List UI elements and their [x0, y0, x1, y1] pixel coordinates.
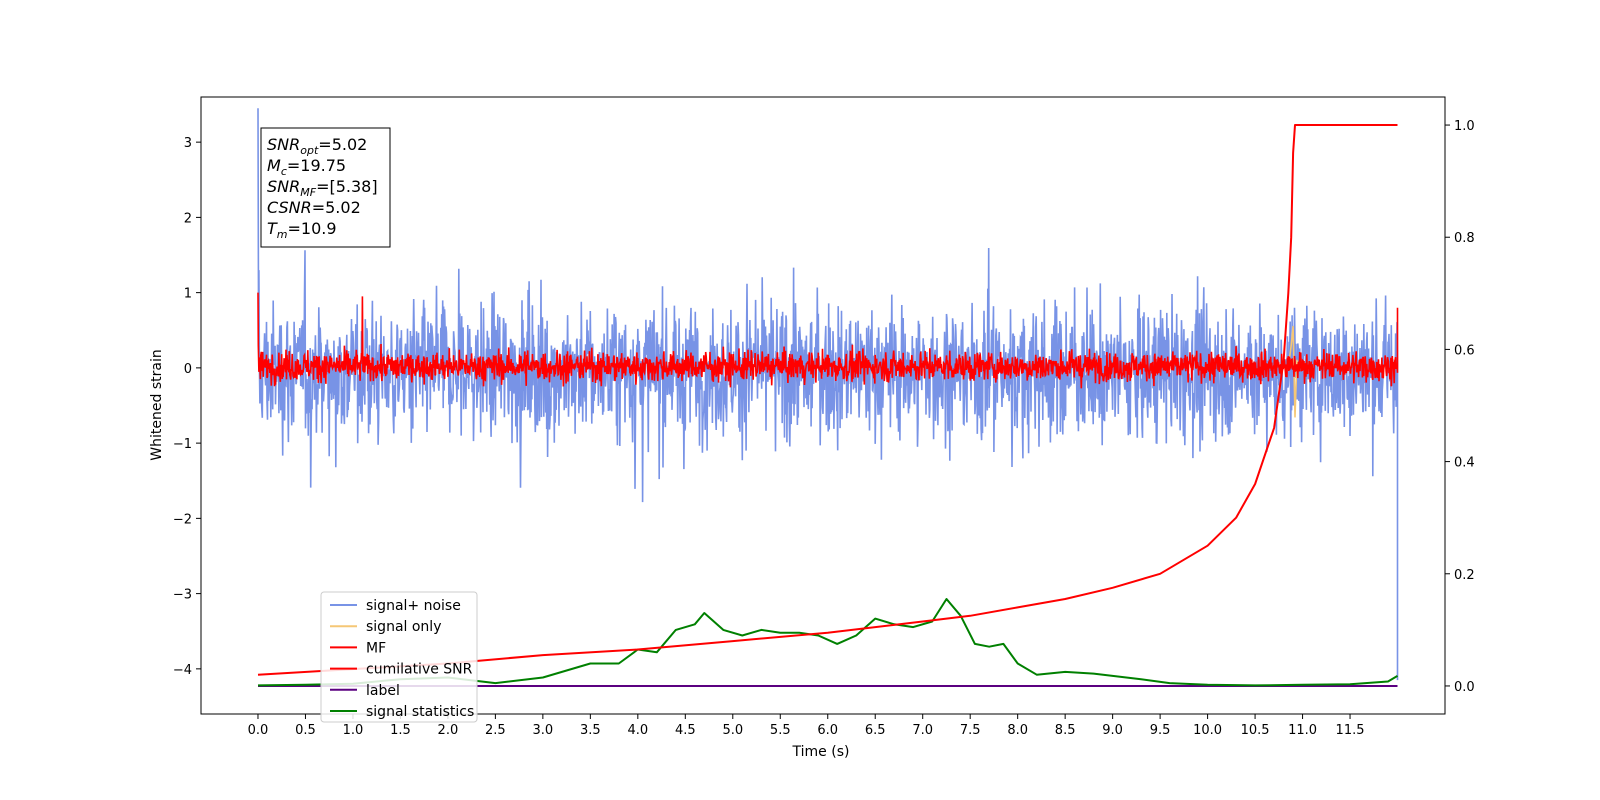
info-lines: SNRopt=5.02Mc=19.75SNRMF=[5.38]CSNR=5.02…	[267, 135, 378, 241]
series-signal-statistics-line	[257, 598, 1399, 687]
info-var: CSNR	[267, 198, 312, 217]
y-right-tick-label: 0.8	[1454, 231, 1475, 246]
x-tick-label: 5.5	[770, 723, 791, 738]
y-right-tick-label: 0.6	[1454, 343, 1475, 358]
info-sub: opt	[300, 144, 319, 157]
info-line: Mc=19.75	[267, 156, 346, 178]
y-right-tick-label: 0.0	[1454, 680, 1475, 695]
series-signal-noise-line	[257, 108, 1399, 681]
x-tick-label: 2.5	[485, 723, 506, 738]
x-tick-label: 9.0	[1102, 723, 1123, 738]
x-tick-label: 1.0	[343, 723, 364, 738]
y-right-tick-label: 1.0	[1454, 119, 1475, 134]
x-tick-label: 2.0	[438, 723, 459, 738]
info-line: Tm=10.9	[267, 219, 337, 241]
info-value: =10.9	[288, 219, 337, 238]
info-value: =19.75	[287, 156, 346, 175]
x-tick-label: 7.5	[960, 723, 981, 738]
x-tick-label: 10.0	[1193, 723, 1222, 738]
info-box: SNRopt=5.02Mc=19.75SNRMF=[5.38]CSNR=5.02…	[260, 127, 391, 248]
x-tick-label: 6.0	[817, 723, 838, 738]
info-var: T	[267, 219, 278, 238]
legend: signal+ noise signal only MF cumilative SNR…	[320, 591, 478, 723]
y-right-tick-label: 0.2	[1454, 568, 1475, 583]
x-tick-label: 3.0	[533, 723, 554, 738]
x-tick-label: 4.5	[675, 723, 696, 738]
info-sub: c	[281, 165, 287, 178]
x-axis: 0.0 0.5 1.0 1.5 2.0 2.5 3.0 3.5 4.0 4.5 5.0 5.5 6.0 6…	[248, 714, 1365, 738]
info-sub: MF	[300, 186, 316, 199]
y-left-tick-label: −2	[173, 512, 192, 527]
info-value: =5.02	[312, 198, 361, 217]
legend-frame	[320, 591, 478, 723]
x-tick-label: 8.5	[1055, 723, 1076, 738]
legend-label: label	[366, 683, 400, 699]
y-axis-left: 3 2 1 0 −1 −2 −3 −4	[173, 136, 201, 678]
y-left-tick-label: −1	[173, 437, 192, 452]
x-tick-label: 1.5	[390, 723, 411, 738]
y-left-tick-label: −3	[173, 588, 192, 603]
x-tick-label: 0.0	[248, 723, 269, 738]
plot-frame	[200, 96, 1446, 715]
y-left-tick-label: 0	[184, 362, 192, 377]
info-sub: m	[277, 228, 288, 241]
info-var: M	[267, 156, 281, 175]
legend-label: signal statistics	[366, 704, 474, 720]
y-right-tick-label: 0.4	[1454, 456, 1475, 471]
info-box-frame	[260, 127, 391, 248]
info-value: =5.02	[318, 135, 367, 154]
y-left-tick-label: 1	[184, 287, 192, 302]
x-tick-label: 4.0	[627, 723, 648, 738]
series-cumulative-snr-line	[257, 124, 1398, 676]
info-var: SNR	[267, 177, 300, 196]
legend-label: cumilative SNR	[366, 662, 473, 678]
x-tick-label: 10.5	[1241, 723, 1270, 738]
x-tick-label: 9.5	[1150, 723, 1171, 738]
y-left-tick-label: −4	[173, 663, 192, 678]
legend-items: signal+ noise signal only MF cumilative SNR…	[330, 598, 474, 720]
x-tick-label: 7.0	[912, 723, 933, 738]
info-value: =[5.38]	[316, 177, 378, 196]
legend-label: signal only	[366, 619, 441, 635]
y-left-tick-label: 3	[184, 136, 192, 151]
info-var: SNR	[267, 135, 300, 154]
x-tick-label: 6.5	[865, 723, 886, 738]
y-axis-right: 1.0 0.8 0.6 0.4 0.2 0.0	[1445, 119, 1475, 695]
info-line: SNRopt=5.02	[267, 135, 367, 157]
x-tick-label: 8.0	[1007, 723, 1028, 738]
info-line: CSNR=5.02	[267, 198, 361, 217]
x-tick-label: 3.5	[580, 723, 601, 738]
x-axis-label: Time (s)	[792, 744, 850, 760]
x-tick-label: 11.0	[1288, 723, 1317, 738]
legend-label: MF	[366, 640, 386, 656]
y-left-tick-label: 2	[184, 211, 192, 226]
series-mf-line	[257, 292, 1399, 389]
legend-label: signal+ noise	[366, 598, 461, 614]
info-line: SNRMF=[5.38]	[267, 177, 378, 199]
x-tick-label: 5.0	[722, 723, 743, 738]
y-axis-label: Whitened strain	[149, 349, 165, 460]
x-tick-label: 0.5	[295, 723, 316, 738]
x-tick-label: 11.5	[1336, 723, 1365, 738]
